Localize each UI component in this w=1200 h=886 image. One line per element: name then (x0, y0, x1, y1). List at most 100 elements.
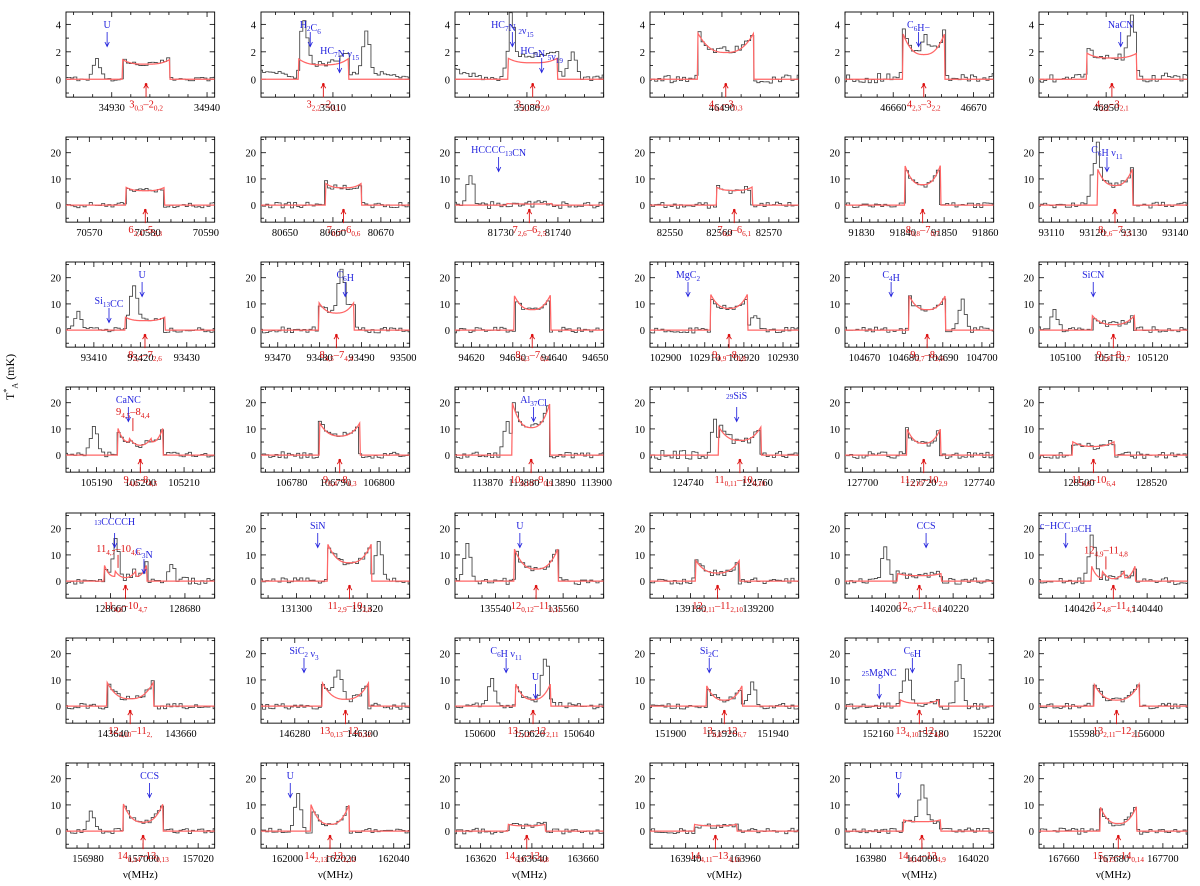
transition-arrow (333, 334, 339, 349)
x-tick-label: 34940 (194, 103, 220, 114)
y-tick-label: 20 (245, 524, 256, 535)
y-tick-label: 2 (445, 48, 450, 59)
contaminant-label: 13CCCCH (94, 517, 135, 528)
panel-plot: 93110 93120 93130 93140 0 10 20 82,6–72,5 C6H ν1… (1024, 136, 1189, 239)
transition-arrow (722, 83, 729, 98)
observed-spectrum-trace (260, 793, 410, 834)
model-fit-trace (844, 295, 994, 332)
x-tick-label: 93420 (127, 353, 153, 364)
x-tick-label: 91850 (931, 228, 957, 239)
x-tick-label: 104670 (848, 353, 880, 364)
x-tick-label: 156980 (72, 854, 104, 865)
contaminant-arrow (287, 782, 293, 799)
spectrum-panel-r7-c4: 163940 163960 0 10 20 144,11–134,10 ν(MHz) (612, 757, 807, 882)
panel-plot: 46850 0 2 4 42,2–32,1 NaCN (1029, 11, 1189, 114)
y-tick-label: 0 (250, 75, 255, 86)
spectrum-panel-r1-c1: 34930 34940 0 2 4 30,3–20,2 U (28, 6, 223, 131)
transition-marker-dot (343, 709, 347, 713)
transition-arrow (526, 209, 533, 224)
plot-frame (454, 637, 605, 724)
y-tick-label: 0 (445, 75, 450, 86)
contaminant-arrow (533, 683, 539, 700)
spectrum-panel-r6-c6: 155980 156000 0 10 20 132,11–122,1 (1001, 632, 1196, 757)
x-tick-label: 80660 (319, 228, 345, 239)
panel-plot: 35080 0 2 4 32,1–22,0 HC7N 2ν15 HC9N 5ν19 (445, 11, 605, 114)
y-tick-label: 0 (445, 326, 450, 337)
spectrum-panel-r5-c4: 139180 139200 0 10 20 122,11–112,10 (612, 507, 807, 632)
x-tick-label: 143640 (98, 729, 130, 740)
y-tick-label: 10 (635, 300, 646, 311)
panel-plot: 151900 151920 151940 0 10 20 136,8–126,7 Si2C (635, 637, 800, 740)
observed-spectrum-trace (66, 285, 215, 334)
observed-spectrum-trace (260, 20, 410, 79)
contaminant-label: Si13CC (95, 296, 124, 310)
model-fit-trace (455, 295, 604, 332)
x-tick-label: 163640 (516, 854, 548, 865)
contaminant-label: Al37Cl (521, 395, 548, 409)
panel-plot: 139180 139200 0 10 20 122,11–112,10 (635, 512, 800, 615)
transition-arrow (1110, 584, 1117, 599)
observed-spectrum-trace (844, 169, 994, 209)
x-tick-label: 82570 (756, 228, 782, 239)
contaminant-label: 29SiS (726, 391, 747, 402)
x-tick-label: 93480 (306, 353, 332, 364)
panel-plot: 124740 124760 0 10 20 110,11–100,10 29SiS (635, 386, 800, 490)
transition-arrow (714, 584, 721, 599)
panel-plot: 140200 140220 0 10 20 126,7–116,6 CCS (829, 512, 994, 615)
plot-frame (260, 512, 410, 599)
transition-label: 130,13–120,12 (319, 726, 371, 739)
y-tick-label: 10 (440, 801, 451, 812)
transition-label: 40,4–30,3 (709, 99, 743, 112)
model-fit-trace (1039, 314, 1188, 332)
plot-frame (649, 386, 800, 474)
x-tick-label: 106780 (276, 479, 308, 490)
y-tick-label: 20 (1024, 524, 1035, 535)
y-tick-label: 0 (445, 702, 450, 713)
spectrum-panel-r3-c1: 93410 93420 93430 0 10 20 82,7–72,6 U Si13CC (28, 256, 223, 381)
x-tick-label: 104680 (888, 353, 920, 364)
x-axis-label: ν(MHz) (707, 869, 742, 881)
spectrum-panel-r3-c3: 94620 94630 94640 94650 0 10 20 86,3–76,2 (417, 256, 612, 381)
model-fit-trace (260, 57, 410, 80)
observed-spectrum-trace (260, 669, 410, 710)
contaminant-arrow (510, 32, 516, 48)
contaminant-label: HC7N ν15 (320, 46, 359, 62)
model-fit-trace (650, 30, 799, 80)
model-fit-trace (455, 683, 604, 707)
x-tick-label: 80650 (272, 228, 298, 239)
observed-spectrum-trace (66, 805, 215, 834)
transition-marker-dot (727, 334, 731, 337)
transition-label: 84,5–74,4 (319, 350, 353, 363)
x-tick-label: 113880 (509, 479, 540, 490)
plot-frame (260, 11, 410, 98)
y-tick-label: 20 (1024, 399, 1035, 410)
contaminant-label: CCS (916, 521, 935, 532)
transition-label: 122,11–112,10 (692, 601, 743, 614)
y-tick-label: 0 (56, 326, 61, 337)
observed-spectrum-trace (1039, 684, 1188, 709)
transition-marker-dot (528, 208, 531, 212)
x-tick-label: 46850 (1093, 103, 1119, 114)
transition-arrow (916, 709, 922, 724)
contaminant-label: U (517, 521, 525, 532)
contaminant-arrow (1118, 32, 1124, 48)
spectrum-panel-r3-c5: 104670 104680 104690 104700 0 10 20 92,7–82,6 C4… (807, 256, 1002, 381)
y-tick-label: 0 (640, 827, 645, 838)
x-tick-label: 102910 (689, 353, 721, 364)
x-tick-label: 146280 (279, 729, 311, 740)
transition-marker-dot (920, 208, 924, 212)
transition-marker-dot (124, 584, 127, 587)
panel-plot: 128660 128680 0 10 20 114,8–104,7 114,7–104,6 1… (51, 512, 216, 615)
x-tick-label: 163940 (670, 854, 702, 865)
plot-frame (454, 512, 605, 599)
model-fit-trace (650, 558, 799, 582)
x-tick-label: 167700 (1147, 854, 1179, 865)
panel-plot: 35010 0 2 4 32,2–22,1 H2C6 HC7N ν15 (250, 11, 410, 114)
y-tick-label: 10 (1024, 300, 1035, 311)
observed-spectrum-trace (1039, 440, 1188, 460)
y-tick-label: 2 (56, 48, 61, 59)
x-axis-label: ν(MHz) (123, 869, 158, 881)
y-tick-label: 20 (829, 775, 840, 786)
transition-marker-dot (535, 584, 538, 587)
panel-plot: 131300 131320 0 10 20 112,9–102,8 SiN (245, 512, 410, 615)
